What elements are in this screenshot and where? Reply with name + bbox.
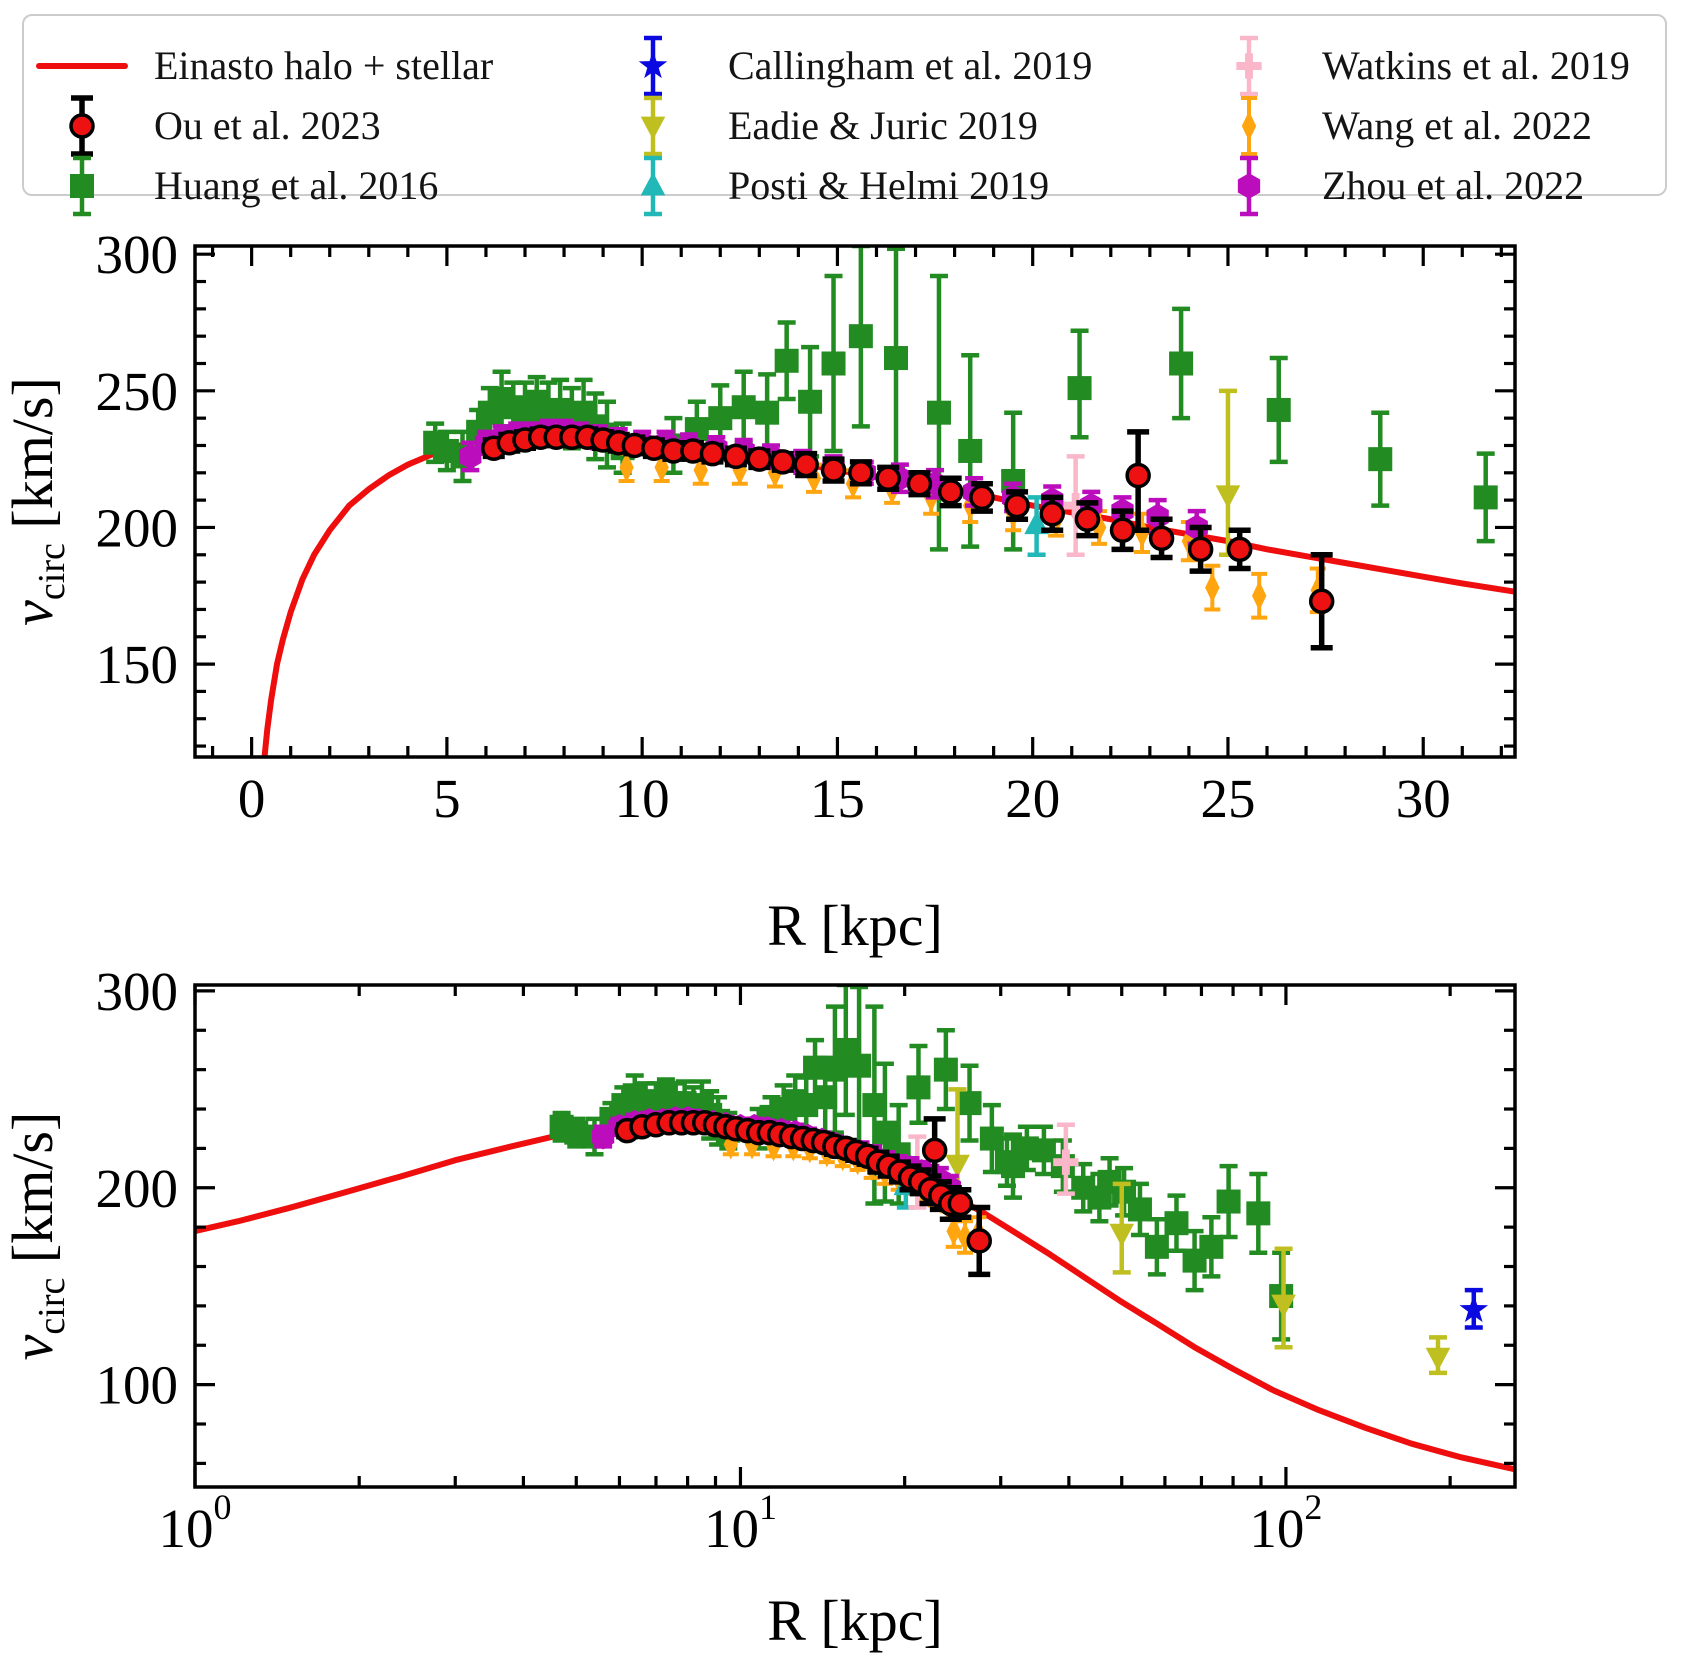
svg-text:300: 300 [96,224,179,285]
legend-marker-wang-icon [1241,96,1257,156]
svg-text:150: 150 [96,634,179,695]
svg-text:100: 100 [96,1355,179,1416]
legend: Einasto halo + stellar Ou et al. 2023 Huan… [22,14,1667,217]
legend-label-huang: Huang et al. 2016 [154,163,439,208]
legend-label-ou: Ou et al. 2023 [154,103,381,148]
svg-text:20: 20 [1005,768,1060,829]
log-panel-tick-labels: 100 101 102 100 200 300 [96,961,1323,1559]
log-panel-axes [193,983,1517,1489]
legend-marker-huang-icon [70,155,94,217]
legend-marker-callingham-icon [638,35,668,97]
svg-text:25: 25 [1200,768,1255,829]
legend-marker-zhou-icon [1237,155,1261,217]
svg-text:30: 30 [1396,768,1451,829]
linear-panel-plot-area [261,245,1516,758]
linear-panel-axes [193,244,1517,759]
svg-text:5: 5 [433,768,461,829]
svg-text:300: 300 [96,961,179,1022]
linear-panel-tick-labels: 0 5 10 15 20 25 30 150 200 250 300 [96,224,1451,829]
log-panel-x-axis-label: R [kpc] [767,1588,943,1653]
legend-label-eadie: Eadie & Juric 2019 [728,103,1038,148]
svg-text:102: 102 [1249,1487,1322,1559]
legend-label-wang: Wang et al. 2022 [1322,103,1593,148]
svg-text:10: 10 [615,768,670,829]
svg-text:200: 200 [96,1158,179,1219]
legend-marker-posti-icon [640,155,666,217]
svg-text:100: 100 [159,1487,232,1559]
svg-text:101: 101 [704,1487,777,1559]
legend-marker-eadie-icon [640,95,666,157]
svg-text:250: 250 [96,361,179,422]
legend-label-watkins: Watkins et al. 2019 [1322,43,1630,88]
series-watkins [1063,454,1089,558]
linear-panel-y-axis-label: vcirc [km/s] [0,377,73,626]
svg-text:0: 0 [238,768,266,829]
legend-marker-ou-icon [69,95,95,157]
series-ou [481,424,1335,651]
series-huang_far [994,1124,1294,1342]
legend-label-posti: Posti & Helmi 2019 [728,163,1050,208]
log-panel: 100 101 102 100 200 300 R [kpc] vcirc [km/s] [0,961,1517,1653]
legend-label-zhou: Zhou et al. 2022 [1322,163,1585,208]
legend-label-callingham: Callingham et al. 2019 [728,43,1093,88]
log-panel-y-axis-label: vcirc [km/s] [0,1112,73,1361]
log-panel-plot-area [194,984,1516,1473]
linear-panel: 0 5 10 15 20 25 30 150 200 250 300 R [kpc] vcirc [km… [0,224,1517,958]
series-callingham [1459,1287,1489,1330]
legend-marker-einasto-icon [36,63,128,69]
svg-text:15: 15 [810,768,865,829]
series-watkins_far [1053,1122,1079,1196]
series-ou [614,1110,992,1278]
series-eadie_far [1109,1181,1451,1376]
series-einasto_log [194,1119,1516,1473]
legend-marker-watkins-icon [1236,35,1262,97]
svg-text:200: 200 [96,497,179,558]
legend-label-einasto: Einasto halo + stellar [154,43,494,88]
linear-panel-x-axis-label: R [kpc] [767,893,943,958]
